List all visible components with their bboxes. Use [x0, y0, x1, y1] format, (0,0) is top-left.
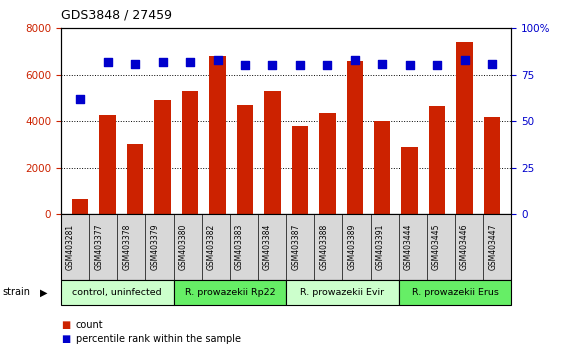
Text: count: count: [76, 320, 103, 330]
Bar: [155, 100, 171, 214]
Text: GSM403379: GSM403379: [150, 224, 160, 270]
Text: GSM403447: GSM403447: [488, 224, 497, 270]
Text: GSM403388: GSM403388: [320, 224, 328, 270]
Point: [378, 61, 387, 67]
Bar: [72, 199, 88, 214]
Text: GSM403384: GSM403384: [263, 224, 272, 270]
Point: [487, 61, 497, 67]
Text: GSM403281: GSM403281: [66, 224, 75, 270]
Text: ■: ■: [61, 320, 70, 330]
Point: [405, 63, 414, 68]
Text: R. prowazekii Rp22: R. prowazekii Rp22: [185, 288, 275, 297]
Bar: [484, 116, 500, 214]
Text: GSM403391: GSM403391: [376, 224, 385, 270]
Bar: [182, 91, 198, 214]
Text: GSM403387: GSM403387: [291, 224, 300, 270]
Bar: [429, 106, 446, 214]
Point: [432, 63, 442, 68]
Point: [158, 59, 167, 65]
Point: [76, 96, 85, 102]
Text: GSM403383: GSM403383: [235, 224, 244, 270]
Point: [131, 61, 140, 67]
Text: R. prowazekii Evir: R. prowazekii Evir: [300, 288, 385, 297]
Point: [460, 57, 469, 63]
Bar: [319, 113, 336, 214]
Bar: [209, 56, 226, 214]
Text: ▶: ▶: [40, 287, 47, 297]
Bar: [401, 147, 418, 214]
Text: GSM403377: GSM403377: [94, 224, 103, 270]
Text: R. prowazekii Erus: R. prowazekii Erus: [411, 288, 498, 297]
Point: [241, 63, 250, 68]
Text: GSM403378: GSM403378: [123, 224, 131, 270]
Point: [185, 59, 195, 65]
Text: GSM403445: GSM403445: [432, 224, 441, 270]
Text: GSM403446: GSM403446: [460, 224, 469, 270]
Text: control, uninfected: control, uninfected: [73, 288, 162, 297]
Bar: [346, 61, 363, 214]
Text: strain: strain: [3, 287, 31, 297]
Point: [103, 59, 112, 65]
Bar: [456, 42, 473, 214]
Bar: [374, 121, 390, 214]
Point: [350, 57, 360, 63]
Text: GSM403382: GSM403382: [207, 224, 216, 270]
Point: [295, 63, 304, 68]
Point: [322, 63, 332, 68]
Text: ■: ■: [61, 334, 70, 344]
Bar: [99, 115, 116, 214]
Bar: [236, 105, 253, 214]
Text: GSM403380: GSM403380: [178, 224, 188, 270]
Text: GSM403389: GSM403389: [347, 224, 357, 270]
Bar: [127, 144, 144, 214]
Point: [213, 57, 222, 63]
Text: GSM403444: GSM403444: [404, 224, 413, 270]
Bar: [264, 91, 281, 214]
Point: [268, 63, 277, 68]
Text: percentile rank within the sample: percentile rank within the sample: [76, 334, 241, 344]
Bar: [292, 126, 308, 214]
Text: GDS3848 / 27459: GDS3848 / 27459: [61, 8, 172, 21]
